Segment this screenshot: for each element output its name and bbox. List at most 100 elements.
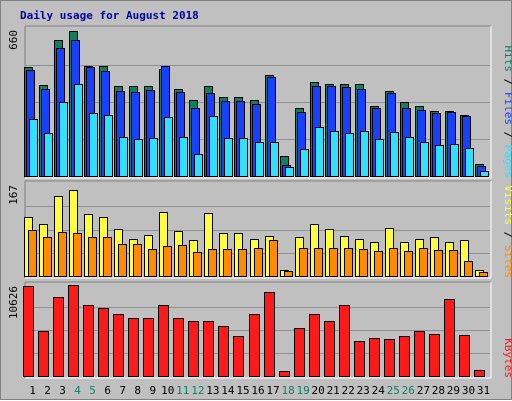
bar-pages-day-3 xyxy=(59,102,68,177)
bar-sites-day-29 xyxy=(449,250,458,277)
bar-kbytes-day-1 xyxy=(23,286,34,377)
x-tick-label-day-7: 7 xyxy=(119,384,126,397)
bar-sites-day-10 xyxy=(163,246,172,277)
bar-kbytes-day-25 xyxy=(384,339,395,377)
x-tick-label-day-27: 27 xyxy=(417,384,430,397)
x-tick-label-day-22: 22 xyxy=(342,384,355,397)
x-tick-label-day-16: 16 xyxy=(251,384,264,397)
bar-pages-day-7 xyxy=(119,137,128,177)
series-legend-label: KBytes xyxy=(502,338,512,378)
bar-kbytes-day-28 xyxy=(429,334,440,377)
bar-sites-day-5 xyxy=(88,237,97,277)
bar-pages-day-6 xyxy=(104,115,113,177)
x-tick-label-day-18: 18 xyxy=(281,384,294,397)
bar-sites-day-1 xyxy=(28,230,37,277)
y-max-label: 10626 xyxy=(7,286,20,319)
bar-pages-day-29 xyxy=(450,144,459,177)
x-tick-label-day-1: 1 xyxy=(29,384,36,397)
bar-kbytes-day-4 xyxy=(68,285,79,377)
x-tick-label-day-3: 3 xyxy=(59,384,66,397)
bar-kbytes-day-20 xyxy=(309,314,320,377)
bar-kbytes-day-27 xyxy=(414,331,425,377)
x-tick-label-day-28: 28 xyxy=(432,384,445,397)
bar-sites-day-18 xyxy=(284,271,293,277)
bar-kbytes-day-31 xyxy=(474,370,485,377)
y-max-label: 167 xyxy=(7,185,20,205)
bar-pages-day-1 xyxy=(29,119,38,177)
bar-kbytes-day-18 xyxy=(279,371,290,377)
x-tick-label-day-23: 23 xyxy=(357,384,370,397)
x-tick-label-day-12: 12 xyxy=(191,384,204,397)
x-tick-label-day-21: 21 xyxy=(327,384,340,397)
bar-sites-day-9 xyxy=(148,249,157,277)
bar-pages-day-21 xyxy=(330,131,339,177)
x-tick-label-day-25: 25 xyxy=(387,384,400,397)
bar-pages-day-5 xyxy=(89,113,98,177)
legend-sites: Sites xyxy=(502,245,512,278)
bar-pages-day-27 xyxy=(420,142,429,177)
bar-sites-day-26 xyxy=(404,251,413,277)
chart-title: Daily usage for August 2018 xyxy=(20,9,199,22)
legend-separator: / xyxy=(502,72,512,92)
x-tick-label-day-15: 15 xyxy=(236,384,249,397)
x-tick-label-day-26: 26 xyxy=(402,384,415,397)
x-tick-label-day-24: 24 xyxy=(372,384,386,397)
bar-pages-day-8 xyxy=(134,139,143,177)
bar-sites-day-30 xyxy=(464,261,473,277)
x-tick-label-day-14: 14 xyxy=(221,384,235,397)
bar-pages-day-13 xyxy=(209,116,218,177)
bar-sites-day-24 xyxy=(374,251,383,277)
bar-sites-day-8 xyxy=(133,244,142,277)
bar-pages-day-19 xyxy=(300,149,309,177)
legend-hits: Hits xyxy=(502,46,512,73)
x-tick-label-day-20: 20 xyxy=(311,384,324,397)
bar-sites-day-19 xyxy=(299,248,308,277)
x-tick-label-day-17: 17 xyxy=(266,384,279,397)
bar-sites-day-22 xyxy=(344,248,353,277)
panel-3: 10626 KBytes xyxy=(7,281,512,379)
bar-kbytes-day-16 xyxy=(249,314,260,377)
bar-sites-day-31 xyxy=(479,272,488,277)
series-legend-label: Hits / Files / Pages xyxy=(502,46,512,179)
bar-sites-day-14 xyxy=(223,249,232,277)
bar-kbytes-day-11 xyxy=(173,318,184,377)
bar-sites-day-17 xyxy=(269,240,278,277)
bar-pages-day-16 xyxy=(255,142,264,177)
bar-kbytes-day-30 xyxy=(459,335,470,377)
bar-pages-day-28 xyxy=(435,145,444,177)
bar-pages-day-24 xyxy=(375,139,384,177)
bar-sites-day-3 xyxy=(58,232,67,277)
bar-sites-day-27 xyxy=(419,248,428,277)
bar-pages-day-14 xyxy=(224,138,233,177)
legend-files: Files xyxy=(502,92,512,125)
bar-pages-day-15 xyxy=(239,138,248,177)
bar-pages-day-10 xyxy=(164,117,173,177)
x-tick-label-day-6: 6 xyxy=(104,384,111,397)
bar-sites-day-16 xyxy=(254,248,263,277)
bar-kbytes-day-12 xyxy=(188,321,199,377)
bar-kbytes-day-15 xyxy=(233,336,244,377)
legend-separator: / xyxy=(502,125,512,145)
x-tick-label-day-31: 31 xyxy=(477,384,490,397)
bar-kbytes-day-22 xyxy=(339,305,350,377)
x-tick-label-day-29: 29 xyxy=(447,384,460,397)
x-tick-label-day-4: 4 xyxy=(74,384,81,397)
bar-sites-day-13 xyxy=(208,249,217,277)
panel-2: 167 Visits / Sites xyxy=(7,180,512,279)
bar-kbytes-day-19 xyxy=(294,328,305,377)
bar-pages-day-2 xyxy=(44,133,53,177)
bar-pages-day-12 xyxy=(194,154,203,177)
bar-kbytes-day-2 xyxy=(38,331,49,377)
bar-pages-day-22 xyxy=(345,133,354,177)
bar-sites-day-11 xyxy=(178,245,187,277)
bar-pages-day-18 xyxy=(285,167,294,177)
x-tick-label-day-9: 9 xyxy=(149,384,156,397)
panel-1: 660 Hits / Files / Pages xyxy=(7,25,512,179)
legend-kbytes: KBytes xyxy=(502,338,512,378)
legend-pages: Pages xyxy=(502,145,512,178)
x-tick-label-day-8: 8 xyxy=(134,384,141,397)
bar-pages-day-25 xyxy=(390,132,399,177)
bar-kbytes-day-26 xyxy=(399,336,410,377)
